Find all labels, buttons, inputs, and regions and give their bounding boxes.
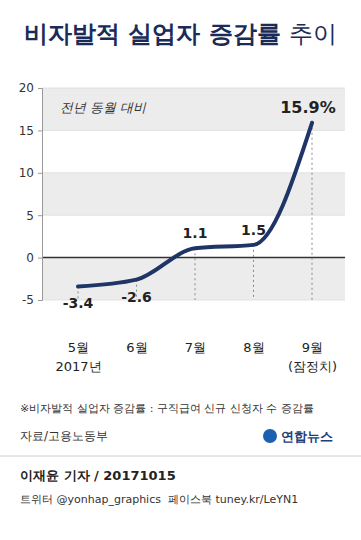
y-tick-mark xyxy=(38,215,42,216)
data-label: 1.1 xyxy=(183,225,208,241)
y-tick: -5 xyxy=(22,293,42,307)
grid-band xyxy=(42,258,345,300)
source: 자료/고용노동부 xyxy=(20,429,108,443)
chart: 비자발적 실업자 증감률 추이 -5 0 5 10 15 20 전년 동월 대비 -3.4 -2.… xyxy=(0,0,361,540)
logo-icon xyxy=(263,429,277,443)
x-tick-label: 6월 xyxy=(126,340,147,355)
y-tick-label: 20 xyxy=(19,81,34,95)
x-tick-label: 7월 xyxy=(185,340,206,355)
y-tick-mark xyxy=(38,130,42,131)
data-labels: -3.4 -2.6 1.1 1.5 15.9% xyxy=(63,98,336,312)
grid-line xyxy=(42,130,345,131)
y-tick-label: 10 xyxy=(19,166,34,180)
x-tick: 9월(잠정치) xyxy=(288,340,337,374)
grid-line xyxy=(42,88,345,89)
y-tick: 5 xyxy=(26,209,42,223)
grid-line xyxy=(42,257,345,259)
grid-band xyxy=(42,88,345,130)
grid-line xyxy=(42,215,345,216)
y-tick-mark xyxy=(38,88,42,89)
grid-lines xyxy=(42,88,345,300)
drop-line xyxy=(195,248,196,300)
x-axis: 5월2017년 6월 7월 8월 9월(잠정치) xyxy=(55,340,337,374)
data-label: -3.4 xyxy=(63,295,94,311)
drop-line xyxy=(253,245,254,300)
data-label: 15.9% xyxy=(280,98,336,117)
marks xyxy=(78,123,312,300)
background xyxy=(0,0,361,540)
data-label: 1.5 xyxy=(241,222,266,238)
y-tick-label: -5 xyxy=(22,293,34,307)
line xyxy=(78,123,312,287)
y-tick: 20 xyxy=(19,81,42,95)
x-tick: 6월 xyxy=(126,340,147,355)
y-tick-label: 15 xyxy=(19,124,34,138)
footnote: ※비자발적 실업자 증감률 : 구직급여 신규 신청자 수 증감률 xyxy=(20,402,314,415)
x-tick: 7월 xyxy=(185,340,206,355)
y-tick-label: 5 xyxy=(26,209,34,223)
y-tick-mark xyxy=(38,173,42,174)
credit: 이재윤 기자 / 20171015 xyxy=(20,468,176,483)
logo: 연합뉴스 xyxy=(263,429,333,444)
drop-line xyxy=(312,123,313,300)
y-tick-mark xyxy=(38,258,42,259)
logo-text: 연합뉴스 xyxy=(281,429,333,444)
y-tick: 10 xyxy=(19,166,42,180)
x-tick-label: 5월2017년 xyxy=(55,340,101,374)
data-label: -2.6 xyxy=(121,289,152,305)
y-axis-line xyxy=(38,89,43,301)
x-tick-label: 8월 xyxy=(243,340,264,355)
title: 비자발적 실업자 증감률 추이 xyxy=(24,20,337,48)
grid-bands xyxy=(42,88,345,300)
x-tick-label: 9월(잠정치) xyxy=(288,340,337,374)
y-tick-mark xyxy=(38,300,42,301)
grid-line xyxy=(42,172,345,173)
divider xyxy=(0,456,361,457)
y-tick-label: 0 xyxy=(26,251,34,265)
y-axis: -5 0 5 10 15 20 xyxy=(19,81,43,307)
grid-band xyxy=(42,173,345,215)
y-tick: 0 xyxy=(26,251,42,265)
x-tick: 8월 xyxy=(243,340,264,355)
x-tick: 5월2017년 xyxy=(55,340,101,374)
social: 트위터 @yonhap_graphics 페이스북 tuney.kr/LeYN1 xyxy=(20,493,298,506)
y-tick: 15 xyxy=(19,124,42,138)
annotation: 전년 동월 대비 xyxy=(60,100,147,115)
